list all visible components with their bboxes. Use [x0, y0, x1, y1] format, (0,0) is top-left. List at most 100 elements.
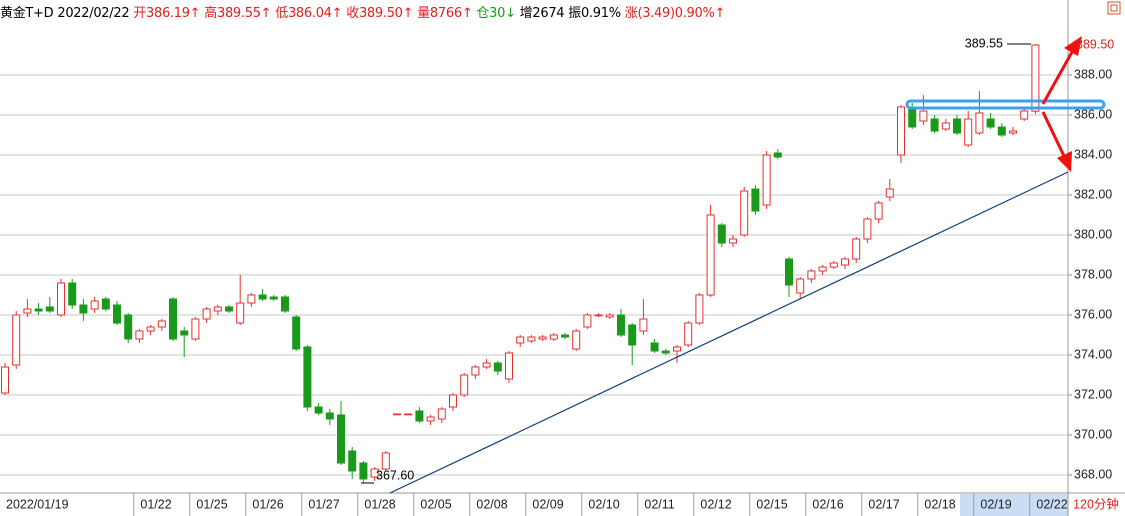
candle-body — [796, 278, 805, 294]
candle-body — [605, 314, 614, 318]
candle-body — [101, 298, 110, 310]
x-tick-label: 02/08 — [476, 497, 507, 511]
candle-body — [527, 336, 536, 342]
header-item: 量8766↑ — [417, 6, 473, 21]
candle-body — [348, 450, 357, 472]
candle-body — [829, 262, 838, 268]
x-tick-label: 01/26 — [252, 497, 283, 511]
x-tick-label: 02/19 — [980, 497, 1011, 511]
candle-body — [180, 330, 189, 336]
candle-body — [953, 118, 961, 134]
candle-body — [449, 394, 457, 408]
x-tick-label: 02/12 — [700, 497, 731, 511]
y-tick-label: 368.00 — [1074, 467, 1112, 481]
candle-body — [269, 296, 278, 300]
candle-body — [90, 300, 99, 310]
x-tick-label: 02/17 — [868, 497, 899, 511]
candle-body — [863, 218, 872, 240]
candle-body — [471, 366, 480, 376]
candle-body — [628, 324, 637, 346]
candle-body — [247, 294, 256, 304]
candle-body — [57, 282, 65, 316]
x-tick-label: 02/16 — [812, 497, 843, 511]
candle-body — [885, 188, 894, 198]
candle-body — [370, 468, 379, 478]
candle-body — [482, 362, 491, 368]
candle-body — [538, 336, 547, 340]
candle-body — [684, 322, 693, 346]
y-tick-label: 376.00 — [1074, 307, 1112, 321]
arrow-up — [1041, 36, 1082, 105]
y-tick-label: 370.00 — [1074, 427, 1112, 441]
y-tick-label: 372.00 — [1074, 387, 1112, 401]
candle-body — [919, 110, 928, 122]
candle-body — [113, 304, 121, 324]
candle-body — [45, 306, 54, 312]
candle-body — [169, 298, 177, 340]
candle-body — [191, 318, 200, 340]
candle-body — [572, 330, 581, 350]
candle-body — [202, 308, 211, 320]
y-tick-label: 388.00 — [1074, 67, 1112, 81]
candle-body — [236, 302, 245, 324]
candle-body — [561, 334, 569, 338]
candle-body — [34, 308, 43, 312]
header-item: 增2674 — [519, 6, 565, 21]
candle-body — [426, 416, 435, 422]
header-item: 2022/02/22 — [57, 6, 130, 21]
candle-body — [325, 412, 334, 420]
candle-body — [751, 188, 760, 212]
y-tick-label: 382.00 — [1074, 187, 1112, 201]
candle-body — [1020, 110, 1029, 120]
candle-body — [762, 154, 771, 206]
candle-body — [617, 314, 625, 336]
header-item: 高389.55↑ — [204, 6, 272, 21]
x-tick-label: 02/22 — [1036, 497, 1067, 511]
x-tick-label: 02/11 — [644, 497, 674, 511]
candle-body — [415, 410, 424, 422]
candle-body — [785, 258, 793, 286]
candle-body — [594, 314, 603, 317]
candle-body — [1031, 44, 1040, 112]
x-tick-label: 02/05 — [420, 497, 451, 511]
date-highlight — [960, 494, 1068, 516]
header-item: 振0.91% — [568, 6, 621, 21]
candle-body — [818, 266, 827, 272]
candle-body — [908, 106, 917, 128]
header-item: 低386.04↑ — [275, 6, 343, 21]
settings-icon[interactable] — [1107, 1, 1121, 15]
candle-body — [225, 306, 233, 312]
header-item: 黄金T+D — [0, 6, 54, 21]
candle-body — [706, 214, 715, 296]
candle-body — [135, 330, 144, 340]
period-label[interactable]: 120分钟 — [1073, 496, 1119, 511]
header-item: 收389.50↑ — [346, 6, 414, 21]
candle-body — [549, 334, 558, 340]
y-tick-label: 384.00 — [1074, 147, 1112, 161]
candle-body — [258, 294, 267, 300]
last-price-label: 389.50 — [1076, 37, 1114, 51]
candle-body — [729, 238, 737, 244]
y-tick-label: 374.00 — [1074, 347, 1112, 361]
candle-body — [505, 352, 513, 380]
candle-body — [986, 118, 995, 128]
x-tick-label: 02/10 — [588, 497, 619, 511]
candle-body — [930, 118, 939, 132]
candle-body — [583, 314, 592, 328]
candle-body — [460, 374, 469, 396]
candle-body — [941, 122, 950, 130]
candle-body — [807, 270, 816, 280]
candle-body — [740, 190, 749, 236]
header-item: 仓30↓ — [476, 6, 516, 21]
x-tick-label: 01/22 — [140, 497, 171, 511]
candle-body — [68, 282, 77, 306]
candle-body — [975, 112, 984, 134]
candle-body — [79, 304, 88, 314]
candle-body — [12, 314, 21, 366]
x-tick-label: 01/28 — [364, 497, 395, 511]
candle-body — [650, 342, 659, 352]
annotation-label: 367.60 — [376, 468, 414, 482]
candle-body — [23, 308, 32, 314]
